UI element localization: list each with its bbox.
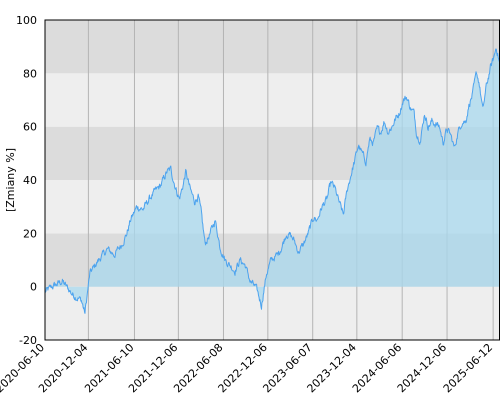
band-0 (45, 286, 500, 340)
x-tick-label-10: 2025-06-12 (441, 341, 495, 395)
y-tick-label-6: 100 (16, 14, 37, 27)
series-line (44, 48, 500, 314)
series-area (45, 49, 500, 314)
y-tick-label-1: 0 (30, 281, 37, 294)
y-axis-label: [Zmiany %] (4, 148, 17, 212)
y-tick-label-4: 60 (23, 121, 37, 134)
y-tick-label-5: 80 (23, 67, 37, 80)
y-tick-label-0: -20 (19, 334, 37, 347)
band-5 (45, 20, 500, 74)
y-tick-label-3: 40 (23, 174, 37, 187)
y-tick-label-2: 20 (23, 227, 37, 240)
